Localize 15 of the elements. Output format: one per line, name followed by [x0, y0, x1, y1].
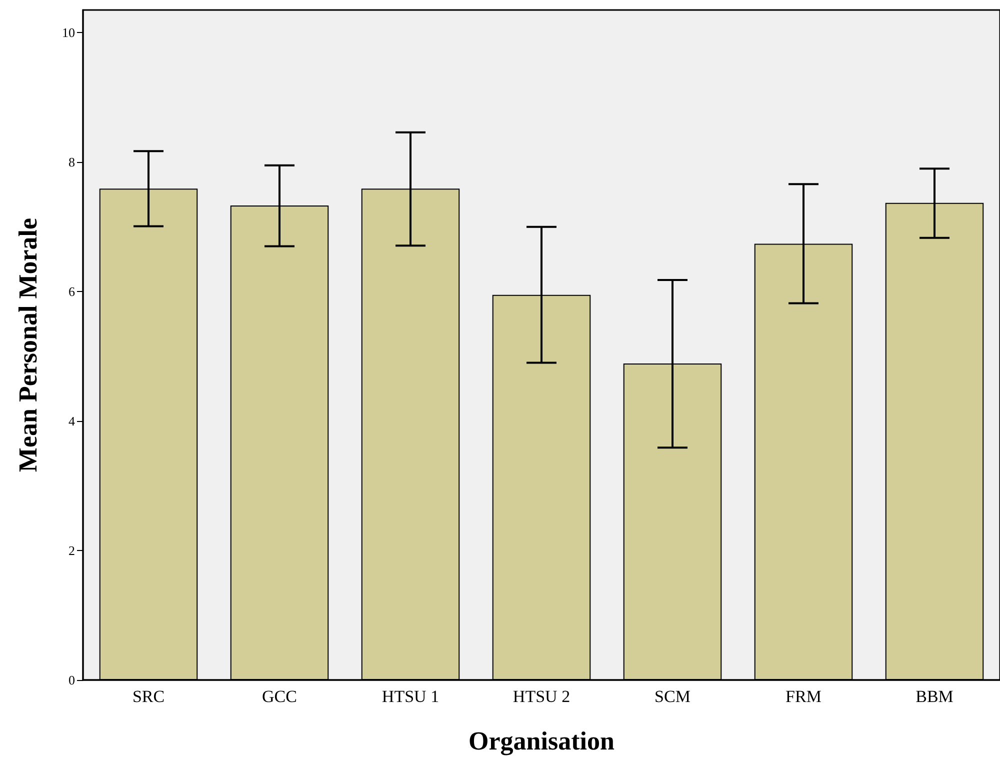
- y-tick-label: 4: [68, 414, 76, 429]
- y-tick-label: 8: [68, 154, 75, 170]
- x-tick-label: HTSU 1: [382, 687, 440, 706]
- y-tick-label: 6: [68, 284, 76, 300]
- x-axis-title: Organisation: [468, 726, 615, 756]
- x-tick-label: HTSU 2: [512, 687, 570, 706]
- x-tick-label: GCC: [262, 687, 297, 706]
- x-tick-label: BBM: [916, 687, 954, 706]
- x-tick-label: FRM: [786, 687, 822, 706]
- x-tick-label: SRC: [132, 687, 165, 706]
- y-tick-label: 10: [62, 25, 75, 40]
- x-tick-label: SCM: [654, 687, 690, 706]
- y-tick-label: 0: [68, 672, 75, 688]
- y-axis-title: Mean Personal Morale: [14, 218, 42, 472]
- y-tick-label: 2: [68, 543, 75, 558]
